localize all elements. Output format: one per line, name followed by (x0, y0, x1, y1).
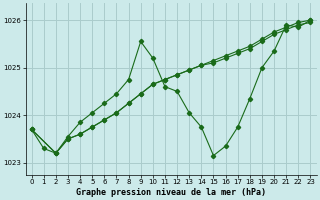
X-axis label: Graphe pression niveau de la mer (hPa): Graphe pression niveau de la mer (hPa) (76, 188, 266, 197)
